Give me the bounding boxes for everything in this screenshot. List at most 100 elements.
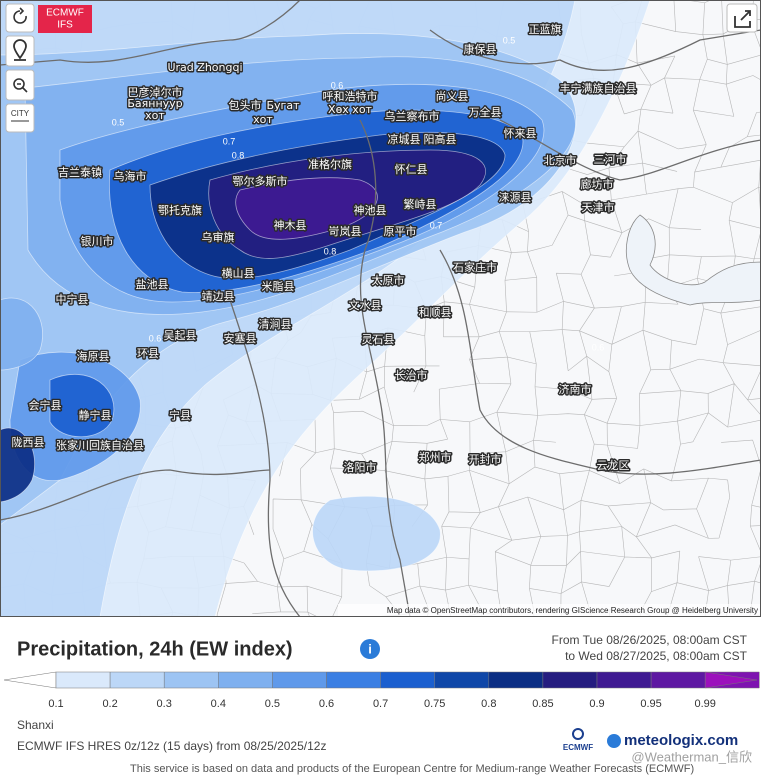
legend-label: 0.95 xyxy=(640,698,661,710)
share-icon xyxy=(734,10,751,28)
bohai-sea xyxy=(626,214,761,306)
legend-swatch xyxy=(326,671,381,689)
contour-label: 0.7 xyxy=(223,136,236,146)
meteologix-logo-mark xyxy=(607,734,621,748)
model-badge[interactable] xyxy=(38,5,92,33)
place-label: 云龙区 xyxy=(597,459,630,472)
contour-label: 0.5 xyxy=(503,35,516,45)
place-label: 米脂县 xyxy=(262,279,295,293)
place-label: 会宁县 xyxy=(29,398,62,412)
place-label: 呼和浩特市 xyxy=(323,89,378,103)
place-label: 宁县 xyxy=(169,408,191,422)
place-label: 康保县 xyxy=(464,42,497,56)
place-label: 正蓝旗 xyxy=(529,22,562,36)
legend-swatch xyxy=(542,671,598,689)
refresh-button[interactable] xyxy=(5,3,35,33)
legend-label: 0.85 xyxy=(532,698,553,710)
place-label: 鄂尔多斯市 xyxy=(233,174,288,188)
legend-label: 0.3 xyxy=(157,698,172,710)
legend-label: 0.8 xyxy=(481,698,496,710)
contour-label: 0.7 xyxy=(430,220,443,230)
ecmwf-logo-text: ECMWF xyxy=(563,743,593,752)
place-label: 巴彦淖尔市 xyxy=(128,85,183,99)
place-label: 乌审旗 xyxy=(202,230,235,244)
place-label: 岢岚县 xyxy=(329,225,362,238)
place-label: 开封市 xyxy=(469,452,502,466)
legend-swatch xyxy=(650,671,706,689)
place-label: 张家川回族自治县 xyxy=(56,438,144,452)
place-label: хот xyxy=(253,113,273,126)
place-label: 鄂托克旗 xyxy=(158,203,202,217)
legend-swatch xyxy=(380,671,435,689)
footer: This service is based on data and produc… xyxy=(130,763,694,775)
place-label: 乌海市 xyxy=(114,169,147,183)
legend-swatch xyxy=(272,671,327,689)
place-label: 灵石县 xyxy=(362,333,395,346)
location-button[interactable] xyxy=(5,35,35,67)
legend-swatch xyxy=(163,671,219,689)
place-label: 和顺县 xyxy=(419,306,452,319)
place-label: 准格尔旗 xyxy=(308,157,352,171)
zoom-icon xyxy=(13,78,25,90)
legend-swatch xyxy=(55,671,111,689)
map: 0.5 0.6 0.7 0.8 0.5 0.6 0.7 0.8 0.6 正蓝旗康保县丰宁满族自治… xyxy=(0,0,761,617)
ecmwf-logo: ECMWF xyxy=(563,728,593,752)
place-label: 银川市 xyxy=(81,234,114,248)
legend-swatch xyxy=(3,671,57,689)
place-label: 原平市 xyxy=(384,224,417,238)
city-button-label: CITY xyxy=(11,109,30,118)
precipitation-field xyxy=(0,0,651,617)
info-panel: Precipitation, 24h (EW index) i From Tue… xyxy=(3,633,760,775)
legend-label: 0.75 xyxy=(424,698,445,710)
place-label: 神池县 xyxy=(354,203,387,217)
info-button[interactable] xyxy=(360,639,380,659)
legend-swatch xyxy=(488,671,544,689)
place-label: 丰宁满族自治县 xyxy=(560,81,637,95)
place-label: 包头市 xyxy=(229,98,262,112)
place-label: 安塞县 xyxy=(224,331,257,345)
legend-label: 0.6 xyxy=(319,698,334,710)
place-label: 济南市 xyxy=(559,382,592,396)
legend-swatch xyxy=(109,671,165,689)
place-label: 阳高县 xyxy=(424,132,457,146)
place-label: 横山县 xyxy=(222,266,255,280)
legend-swatch xyxy=(704,671,758,689)
model-run: ECMWF IFS HRES 0z/12z (15 days) from 08/… xyxy=(17,739,326,753)
place-label: Бугат xyxy=(267,99,301,112)
place-label: 乌兰察布市 xyxy=(385,109,440,123)
place-label: Хөх хот xyxy=(328,103,373,116)
legend-label: 0.4 xyxy=(211,698,226,710)
attribution: Map data © OpenStreetMap contributors, r… xyxy=(387,606,758,615)
place-label: 环县 xyxy=(137,347,159,360)
legend-label: 0.7 xyxy=(373,698,388,710)
legend: 0.1 0.2 0.3 0.4 0.5 0.6 0.7 0.75 0.8 0.85 0.9 0.95 0… xyxy=(3,671,760,710)
legend-swatch xyxy=(218,671,273,689)
location-icon xyxy=(13,39,27,61)
contour-label: 0.5 xyxy=(112,117,125,127)
legend-swatch xyxy=(434,671,490,689)
zoom-icon-handle xyxy=(17,83,28,93)
chart-title: Precipitation, 24h (EW index) xyxy=(17,638,293,660)
place-label: Баяннуур xyxy=(127,97,182,110)
place-label: 洛阳市 xyxy=(344,460,377,474)
city-button[interactable] xyxy=(5,103,35,133)
place-label: 陇西县 xyxy=(12,435,45,449)
contour-label: 0.6 xyxy=(331,80,344,90)
place-label: 静宁县 xyxy=(79,408,112,422)
legend-swatch xyxy=(596,671,652,689)
zoom-button[interactable] xyxy=(5,69,35,101)
attribution-background xyxy=(338,604,761,617)
toolbar: CITY ECMWF IFS xyxy=(5,3,758,133)
legend-label: 0.5 xyxy=(265,698,280,710)
contour-label: 0.8 xyxy=(324,246,337,256)
legend-label: 0.99 xyxy=(694,698,715,710)
place-label: 文水县 xyxy=(349,298,382,312)
contour-label: 0.6 xyxy=(149,333,162,343)
place-label: 靖边县 xyxy=(202,290,235,303)
legend-label: 0.9 xyxy=(589,698,604,710)
refresh-icon xyxy=(13,7,27,24)
place-label: 神木县 xyxy=(274,218,307,232)
place-label: 郑州市 xyxy=(419,450,452,464)
place-label: 吴起县 xyxy=(164,329,197,342)
